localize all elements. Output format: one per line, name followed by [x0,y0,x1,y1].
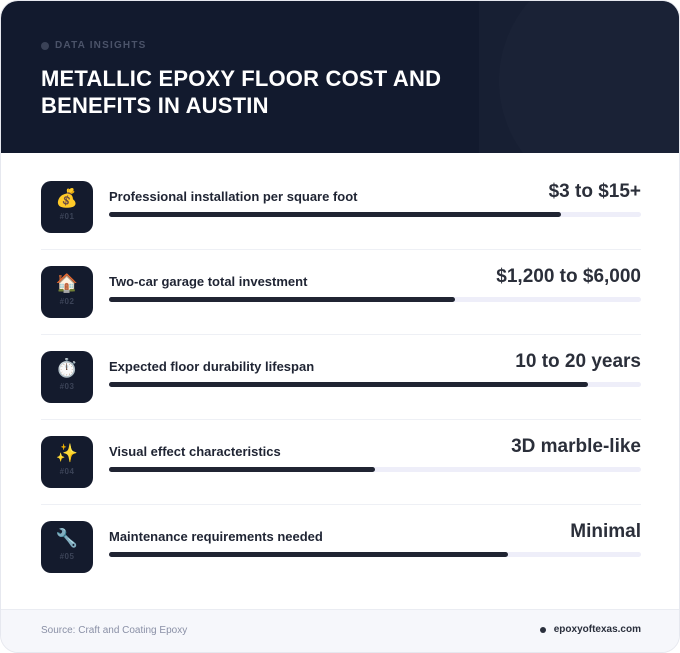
site-label: epoxyoftexas.com [553,624,641,635]
item-number: #03 [59,382,75,391]
item-number: #05 [59,552,75,561]
footer: Source: Craft and Coating Epoxy epoxyoft… [1,609,679,652]
divider [41,334,641,335]
site-dot-icon [539,626,546,633]
progress-fill [109,212,562,217]
kicker-label: DATA INSIGHTS [55,40,147,51]
item-label: Professional installation per square foo… [109,189,358,204]
item-value: $3 to $15+ [548,181,641,202]
item-badge: ✨ #04 [41,436,93,488]
progress-track [109,212,641,217]
list-item: 🔧 #05 Maintenance requirements needed Mi… [41,521,641,573]
list-item: ⏱️ #03 Expected floor durability lifespa… [41,351,641,403]
progress-track [109,552,641,557]
progress-track [109,297,641,302]
sparkles-icon: ✨ [55,443,79,464]
item-value: 3D marble-like [511,436,641,457]
list-item: ✨ #04 Visual effect characteristics 3D m… [41,436,641,488]
site-link[interactable]: epoxyoftexas.com [539,624,641,635]
stopwatch-icon: ⏱️ [55,358,79,379]
item-badge: 🏠 #02 [41,266,93,318]
item-number: #01 [59,212,75,221]
progress-fill [109,297,455,302]
kicker: DATA INSIGHTS [41,40,147,51]
house-icon: 🏠 [55,273,79,294]
source-text: Source: Craft and Coating Epoxy [41,625,188,636]
header: DATA INSIGHTS METALLIC EPOXY FLOOR COST … [1,1,679,153]
progress-fill [109,467,375,472]
item-badge: 🔧 #05 [41,521,93,573]
item-label: Expected floor durability lifespan [109,359,315,374]
kicker-dot-icon [41,41,49,50]
item-badge: 💰 #01 [41,181,93,233]
progress-fill [109,382,588,387]
item-label: Two-car garage total investment [109,274,308,289]
progress-fill [109,552,508,557]
money-bag-icon: 💰 [55,188,79,209]
list-item: 🏠 #02 Two-car garage total investment $1… [41,266,641,318]
divider [41,419,641,420]
wrench-icon: 🔧 [55,528,79,549]
header-accent-circle [499,1,679,153]
item-number: #04 [59,467,75,476]
item-badge: ⏱️ #03 [41,351,93,403]
progress-track [109,467,641,472]
list-item: 💰 #01 Professional installation per squa… [41,181,641,233]
divider [41,504,641,505]
header-accent-panel [479,1,679,153]
item-value: 10 to 20 years [515,351,641,372]
item-value: Minimal [570,521,641,542]
divider [41,249,641,250]
item-value: $1,200 to $6,000 [496,266,641,287]
page-title: METALLIC EPOXY FLOOR COST AND BENEFITS I… [41,66,442,118]
progress-track [109,382,641,387]
item-label: Maintenance requirements needed [109,529,323,544]
item-label: Visual effect characteristics [109,444,281,459]
item-number: #02 [59,297,75,306]
